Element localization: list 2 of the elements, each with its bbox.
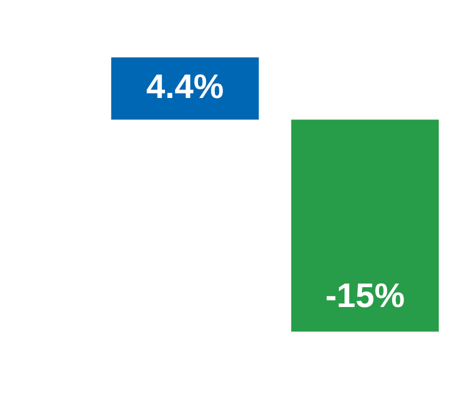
data-label: 4.4% <box>146 68 224 106</box>
data-label: -15% <box>325 276 405 315</box>
